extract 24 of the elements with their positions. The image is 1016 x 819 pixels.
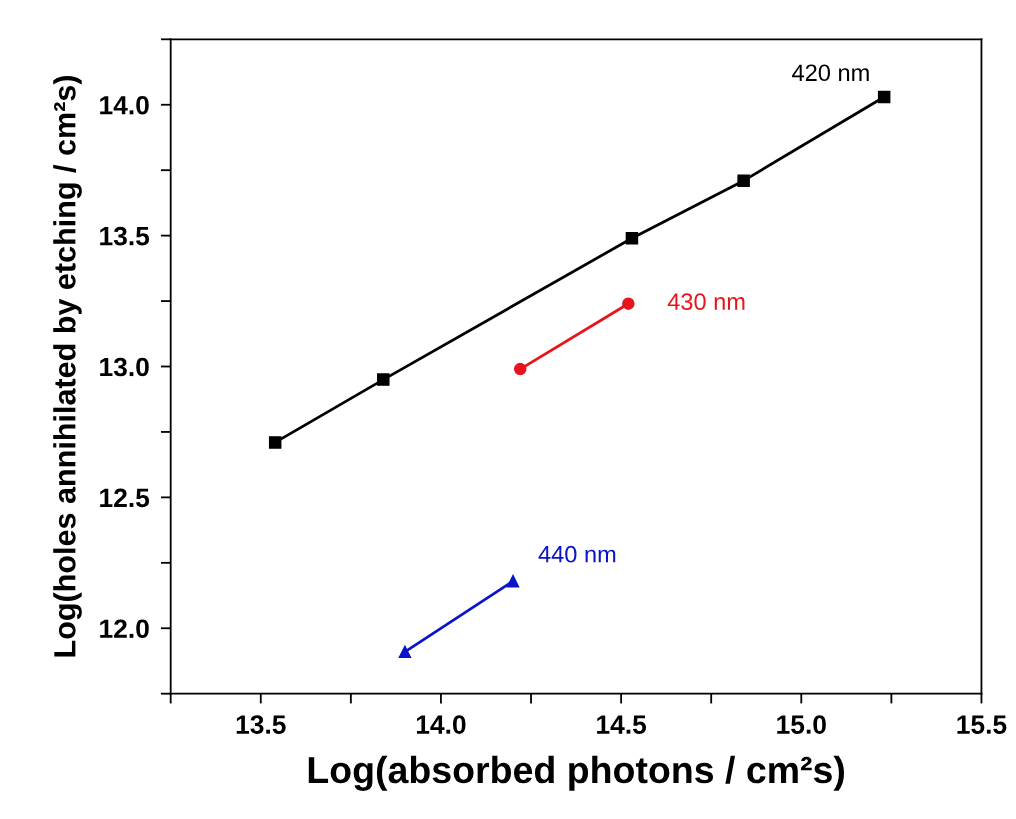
series-label: 430 nm <box>667 293 745 311</box>
point <box>622 297 635 310</box>
point <box>877 90 891 104</box>
point <box>377 373 390 386</box>
series-label: 420 nm <box>792 64 869 82</box>
y-axis-title: Log(holes annihilated by etching / cm²s) <box>53 75 82 657</box>
point <box>268 436 282 449</box>
x-tick-label: 15.0 <box>777 715 826 734</box>
y-tick-label: 13.0 <box>100 357 149 377</box>
y-tick-label: 13.5 <box>100 226 150 246</box>
x-tick-label: 14.5 <box>597 715 647 734</box>
series-label: 440 nm <box>538 545 616 563</box>
y-tick-label: 14.0 <box>100 95 149 115</box>
point <box>513 362 527 376</box>
x-tick-label: 15.5 <box>957 715 1007 734</box>
point <box>398 645 412 659</box>
point <box>737 174 750 187</box>
x-tick-label: 13.5 <box>236 715 286 734</box>
x-tick-label: 14.0 <box>416 715 466 734</box>
point <box>506 574 520 588</box>
point <box>625 231 639 245</box>
x-axis-title: Log(absorbed photons / cm²s) <box>308 755 845 791</box>
y-tick-label: 12.0 <box>100 619 149 639</box>
y-tick-label: 12.5 <box>100 488 150 508</box>
